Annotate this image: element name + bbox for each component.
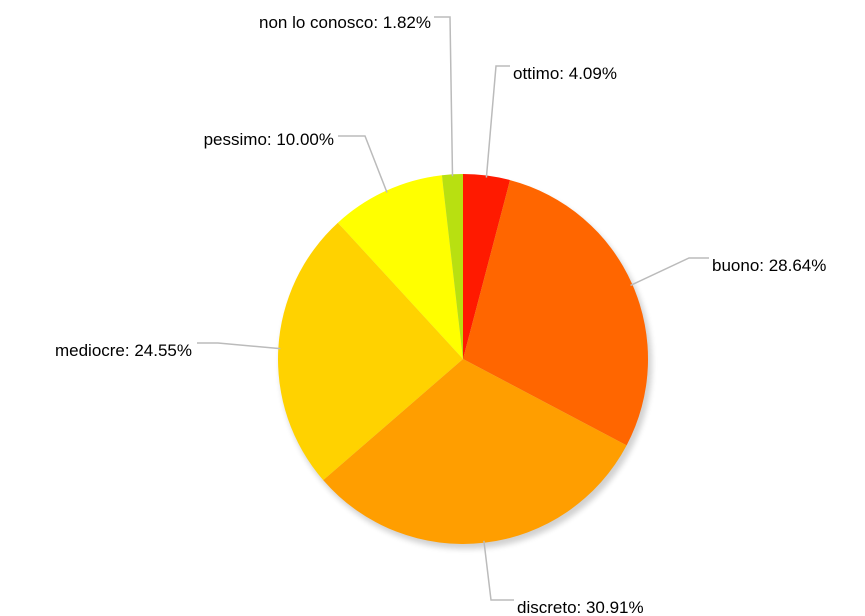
- leader-line-mediocre: [197, 342, 281, 350]
- pie-slice-mediocre: [278, 222, 463, 481]
- leader-line-ottimo: [485, 65, 510, 178]
- leader-line-non-lo-conosco: [434, 16, 454, 177]
- slice-label-discreto: discreto: 30.91%: [517, 598, 644, 616]
- leader-line-buono: [630, 257, 709, 287]
- pie-slice-pessimo: [337, 175, 463, 359]
- pie-slice-buono: [463, 180, 649, 446]
- slice-label-buono: buono: 28.64%: [712, 256, 826, 275]
- slice-label-non-lo-conosco: non lo conosco: 1.82%: [259, 13, 431, 32]
- pie-slice-discreto: [323, 359, 627, 544]
- slice-label-mediocre: mediocre: 24.55%: [55, 341, 192, 360]
- pie-slice-non-lo-conosco: [441, 174, 463, 359]
- pie-slice-ottimo: [463, 174, 511, 359]
- slice-label-pessimo: pessimo: 10.00%: [204, 130, 334, 149]
- leader-line-discreto: [483, 540, 514, 601]
- slice-label-ottimo: ottimo: 4.09%: [513, 64, 617, 83]
- leader-line-pessimo: [338, 135, 388, 193]
